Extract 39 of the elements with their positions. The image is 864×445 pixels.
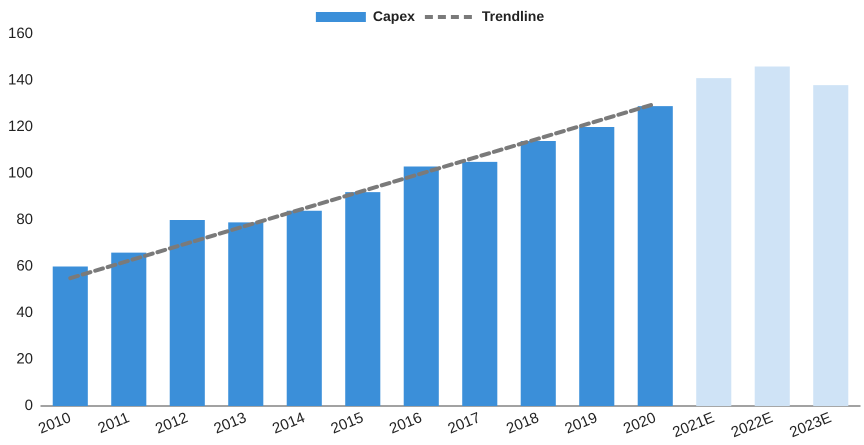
- x-tick-label: 2014: [270, 409, 308, 438]
- bar: [111, 252, 146, 406]
- x-tick-label: 2015: [328, 409, 366, 438]
- bar: [696, 78, 732, 406]
- x-tick-label: 2019: [562, 409, 600, 438]
- x-tick-label: 2018: [504, 409, 542, 438]
- y-tick-label: 140: [8, 72, 34, 89]
- x-tick-label: 2023E: [787, 409, 834, 442]
- bar: [754, 66, 790, 406]
- x-tick-label: 2013: [212, 409, 249, 438]
- y-tick-label: 60: [16, 258, 34, 275]
- bar: [170, 220, 205, 406]
- x-tick-label: 2017: [446, 409, 483, 438]
- y-tick-label: 0: [24, 397, 34, 414]
- y-tick-label: 20: [16, 350, 34, 368]
- y-tick-label: 40: [16, 304, 34, 322]
- bar: [813, 85, 848, 406]
- bar: [345, 192, 380, 406]
- x-tick-label: 2020: [620, 409, 658, 438]
- x-tick-label: 2011: [96, 409, 132, 438]
- y-tick-label: 100: [8, 164, 34, 182]
- bar: [462, 162, 498, 406]
- x-tick-label: 2021E: [670, 409, 717, 442]
- y-tick-label: 160: [8, 25, 34, 42]
- legend-label: Trendline: [482, 8, 544, 24]
- bar: [52, 266, 88, 406]
- bar: [579, 127, 614, 406]
- bar: [404, 166, 439, 406]
- y-tick-label: 120: [8, 118, 34, 136]
- x-tick-label: 2016: [387, 409, 424, 438]
- legend-label: Capex: [372, 8, 416, 24]
- bar: [286, 210, 322, 406]
- x-tick-label: 2012: [153, 409, 190, 438]
- bar: [520, 140, 556, 406]
- x-tick-label: 2010: [36, 409, 74, 438]
- bar: [638, 106, 673, 406]
- x-tick-label: 2022E: [728, 409, 776, 442]
- y-tick-label: 80: [16, 211, 34, 228]
- bar: [228, 222, 264, 406]
